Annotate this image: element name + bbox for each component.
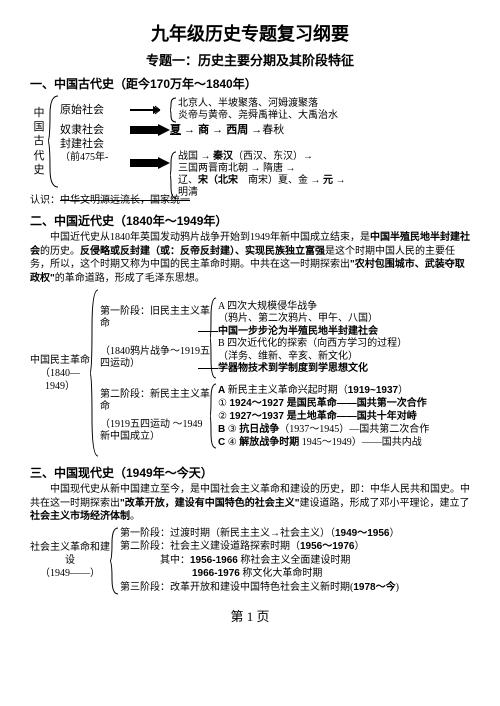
s3r3: 第三阶段：改革开放和建设中国特色社会主义新时期(1978～今) — [120, 581, 470, 595]
section1-diagram: 中 国 古 代 史 原始社会 北京人、半坡聚落、河姆渡聚落炎帝与黄帝、尧舜禹禅让… — [30, 94, 470, 189]
r1l: 奴隶社会 — [60, 123, 130, 137]
section3-head: 三、中国现代史（1949年～今天） — [30, 464, 470, 481]
s2s2-range: （1919五四运动 ～1949新中国成立） — [100, 419, 210, 443]
s2s1B: B 四次近代化的探索（向西方学习的过程）（洋务、维新、辛亥、新文化） — [218, 338, 407, 363]
cognition-label: 认识： — [30, 195, 60, 206]
r3l: （前475年- — [60, 151, 130, 164]
s2s2-label: 第二阶段：新民主主义革命 — [100, 389, 210, 413]
subtitle: 专题一：历史主要分期及其阶段特征 — [30, 50, 470, 69]
s2s2A: A 新民主主义革命兴起时期（1919~1937） — [218, 384, 429, 397]
brace-icon — [48, 94, 60, 189]
s2s2a1: ① 1924～1927 是国民革命——国共第一次合作 — [218, 397, 429, 410]
s3r2b: 1966-1976 称文化大革命时期 — [192, 567, 470, 581]
s2s1-label: 第一阶段：旧民主主义革命 — [100, 306, 210, 330]
s2s1end: ——学器物技术到学制度到学思想文化 — [198, 363, 407, 376]
s2s2C: C ④ 解放战争时期 1945～1949）——国共内战 — [218, 436, 429, 449]
brace-icon — [90, 288, 100, 458]
brace-icon — [210, 383, 218, 449]
r1r: 夏 → 商 → 西周 → — [170, 123, 262, 137]
section3-diagram: 社会主义革命和建设（1949——） 第一阶段：过渡时期（新民主主义→社会主义）（… — [30, 526, 470, 596]
s2-left: 中国民主革命（1840—1949） — [30, 354, 90, 393]
vch4: 史 — [34, 163, 45, 177]
s3r2a: 其中：1956-1966 称社会主义全面建设时期 — [160, 554, 470, 568]
arrow-icon — [130, 105, 170, 115]
vch3: 代 — [34, 149, 45, 163]
s2s1mid: ——中国一步步沦为半殖民地半封建社会 — [198, 326, 407, 339]
page-number: 第 1 页 — [30, 606, 470, 625]
s3r1: 第一阶段：过渡时期（新民主主义→社会主义）（1949～1956） — [120, 527, 470, 541]
s3-left: 社会主义革命和建设（1949——） — [30, 541, 110, 580]
arrow-icon — [130, 124, 170, 136]
main-title: 九年级历史专题复习纲要 — [30, 20, 470, 46]
s2s2B: B ③ 抗日战争（1937～1945）—国共第二次合作 — [218, 423, 429, 436]
note-label: 注意： — [0, 156, 5, 169]
section1-head: 一、中国古代史（距今170万年～1840年） — [30, 75, 470, 92]
s3r2: 第二阶段：社会主义建设道路探索时期（1956～1976） — [120, 540, 470, 554]
section2-para: 中国近代史从1840年英国发动鸦片战争开始到1949年新中国成立结束，是中国半殖… — [30, 231, 470, 285]
s2s1A: A 四次大规模侵华战争（鸦片、第二次鸦片、甲午、八国） — [218, 301, 407, 326]
arrow-icon — [130, 157, 170, 169]
brace-small-icon — [170, 151, 178, 199]
vch2: 古 — [34, 134, 45, 148]
section2-head: 二、中国近代史（1840年～1949年） — [30, 212, 470, 229]
r0l: 原始社会 — [60, 103, 130, 117]
section2-diagram: 中国民主革命（1840—1949） 第一阶段：旧民主主义革命 （1840鸦片战争… — [30, 288, 470, 458]
s2s1-range: （1840鸦片战争～1919五四运动） — [100, 346, 210, 370]
brace-icon — [110, 526, 120, 596]
r1r2: 春秋 — [262, 123, 284, 137]
s2s2a2: ② 1927～1937 是土地革命——国共十年对峙 — [218, 410, 429, 423]
vch0: 中 — [34, 106, 45, 120]
r0r: 北京人、半坡聚落、河姆渡聚落炎帝与黄帝、尧舜禹禅让、大禹治水 — [178, 98, 338, 121]
r3r: 战国 → 秦汉（西汉、东汉）→三国两晋南北朝 → 隋唐 →辽、宋（北宋 南宋）夏… — [178, 151, 346, 199]
vch1: 国 — [34, 120, 45, 134]
brace-small-icon — [170, 97, 178, 123]
section3-para: 中国现代史从新中国建立至今，是中国社会主义革命和建设的历史，即：中华人民共和国史… — [30, 483, 470, 524]
r2l: 封建社会 — [60, 137, 130, 151]
